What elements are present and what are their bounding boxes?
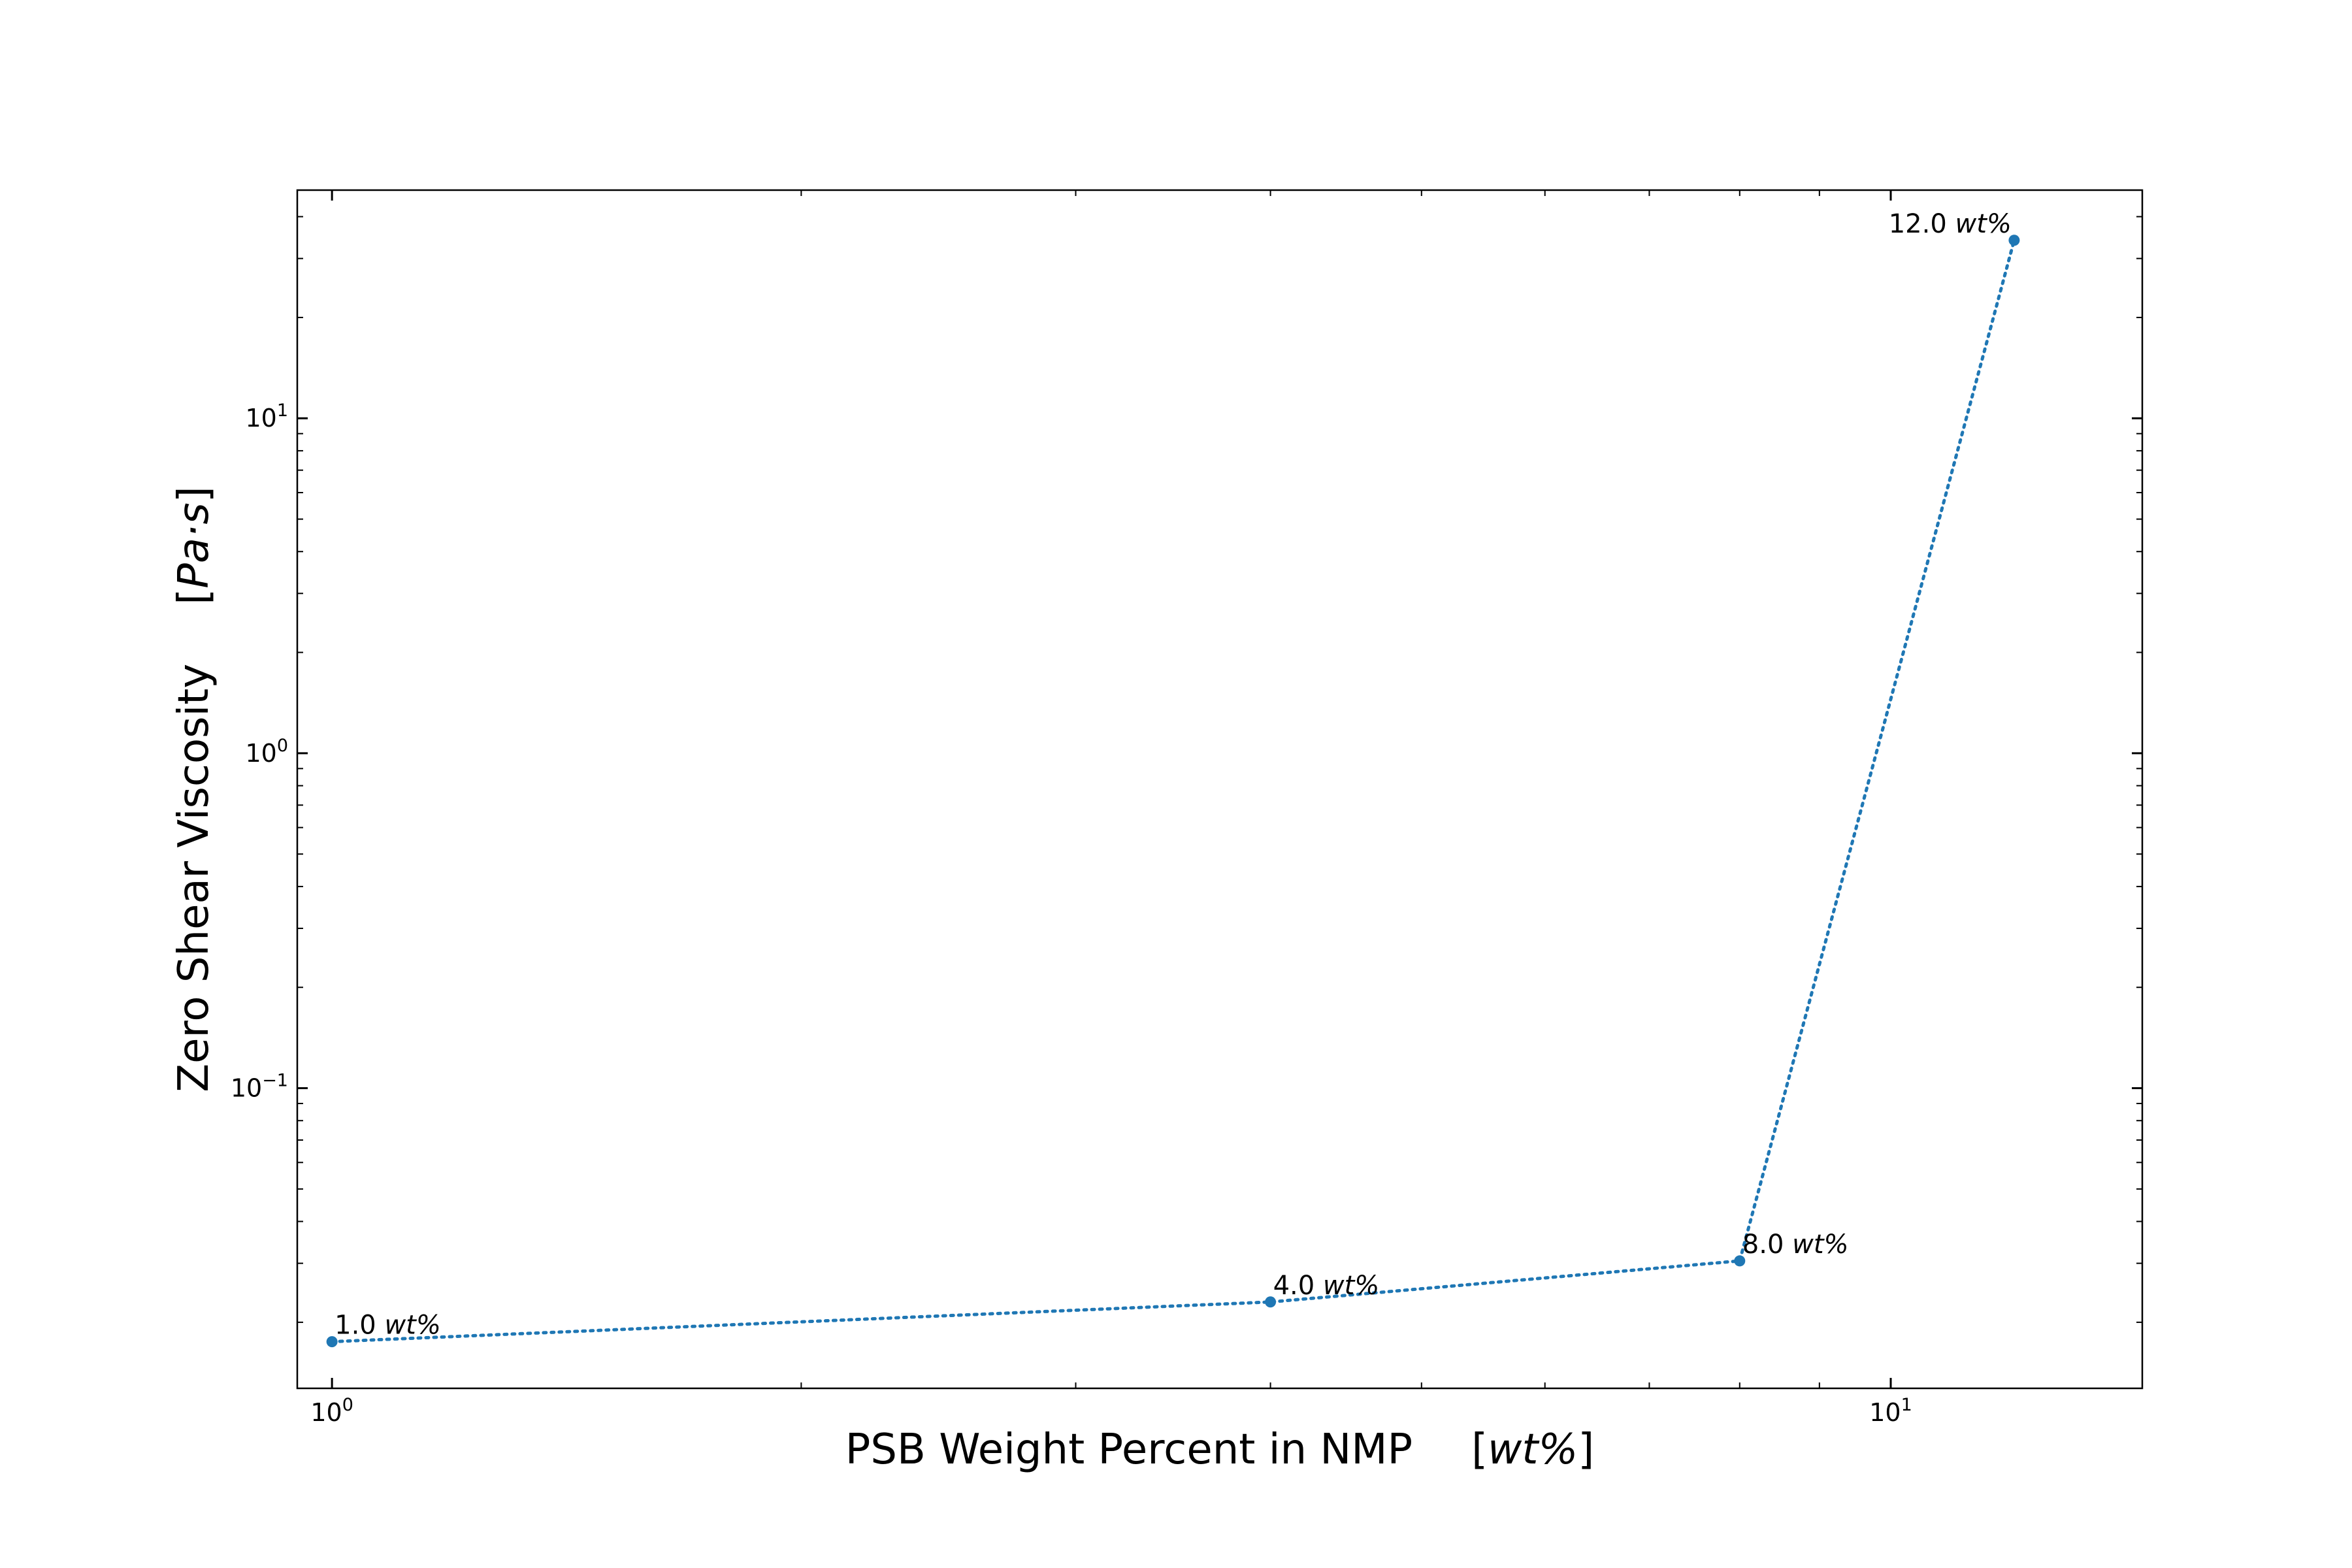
plot-frame xyxy=(296,189,2144,1390)
x-tick-label-1: 101 xyxy=(1869,1395,1912,1427)
x-axis-unit: wt% xyxy=(1488,1426,1578,1474)
y-axis-label: Zero Shear Viscosity[Pa·s] xyxy=(170,486,218,1092)
y-axis-label-text: Zero Shear Viscosity xyxy=(170,664,218,1092)
data-label-1: 4.0 wt% xyxy=(1273,1271,1380,1301)
y-tick-label-2: 101 xyxy=(245,400,288,433)
x-tick-label-0: 100 xyxy=(310,1395,353,1427)
data-label-2: 8.0 wt% xyxy=(1742,1230,1849,1260)
y-axis-unit: Pa·s xyxy=(170,502,218,589)
series: 1.0 wt% 4.0 wt% 8.0 wt% 12.0 wt% xyxy=(326,209,2020,1348)
tick-labels: 100 101 10−1 100 101 xyxy=(231,400,1912,1427)
ticks xyxy=(297,190,2142,1388)
series-line xyxy=(330,238,2016,1344)
data-point-0 xyxy=(326,1336,338,1348)
data-label-0: 1.0 wt% xyxy=(335,1311,441,1341)
data-point-1 xyxy=(1265,1296,1277,1308)
data-point-2 xyxy=(1734,1255,1746,1267)
data-label-3: 12.0 wt% xyxy=(1889,209,2012,239)
data-point-3 xyxy=(2008,235,2020,246)
y-tick-label-0: 10−1 xyxy=(231,1071,288,1103)
x-axis-label-text: PSB Weight Percent in NMP xyxy=(845,1426,1413,1474)
x-axis-label: PSB Weight Percent in NMP [wt%] xyxy=(845,1426,1595,1474)
y-tick-label-1: 100 xyxy=(245,736,288,768)
